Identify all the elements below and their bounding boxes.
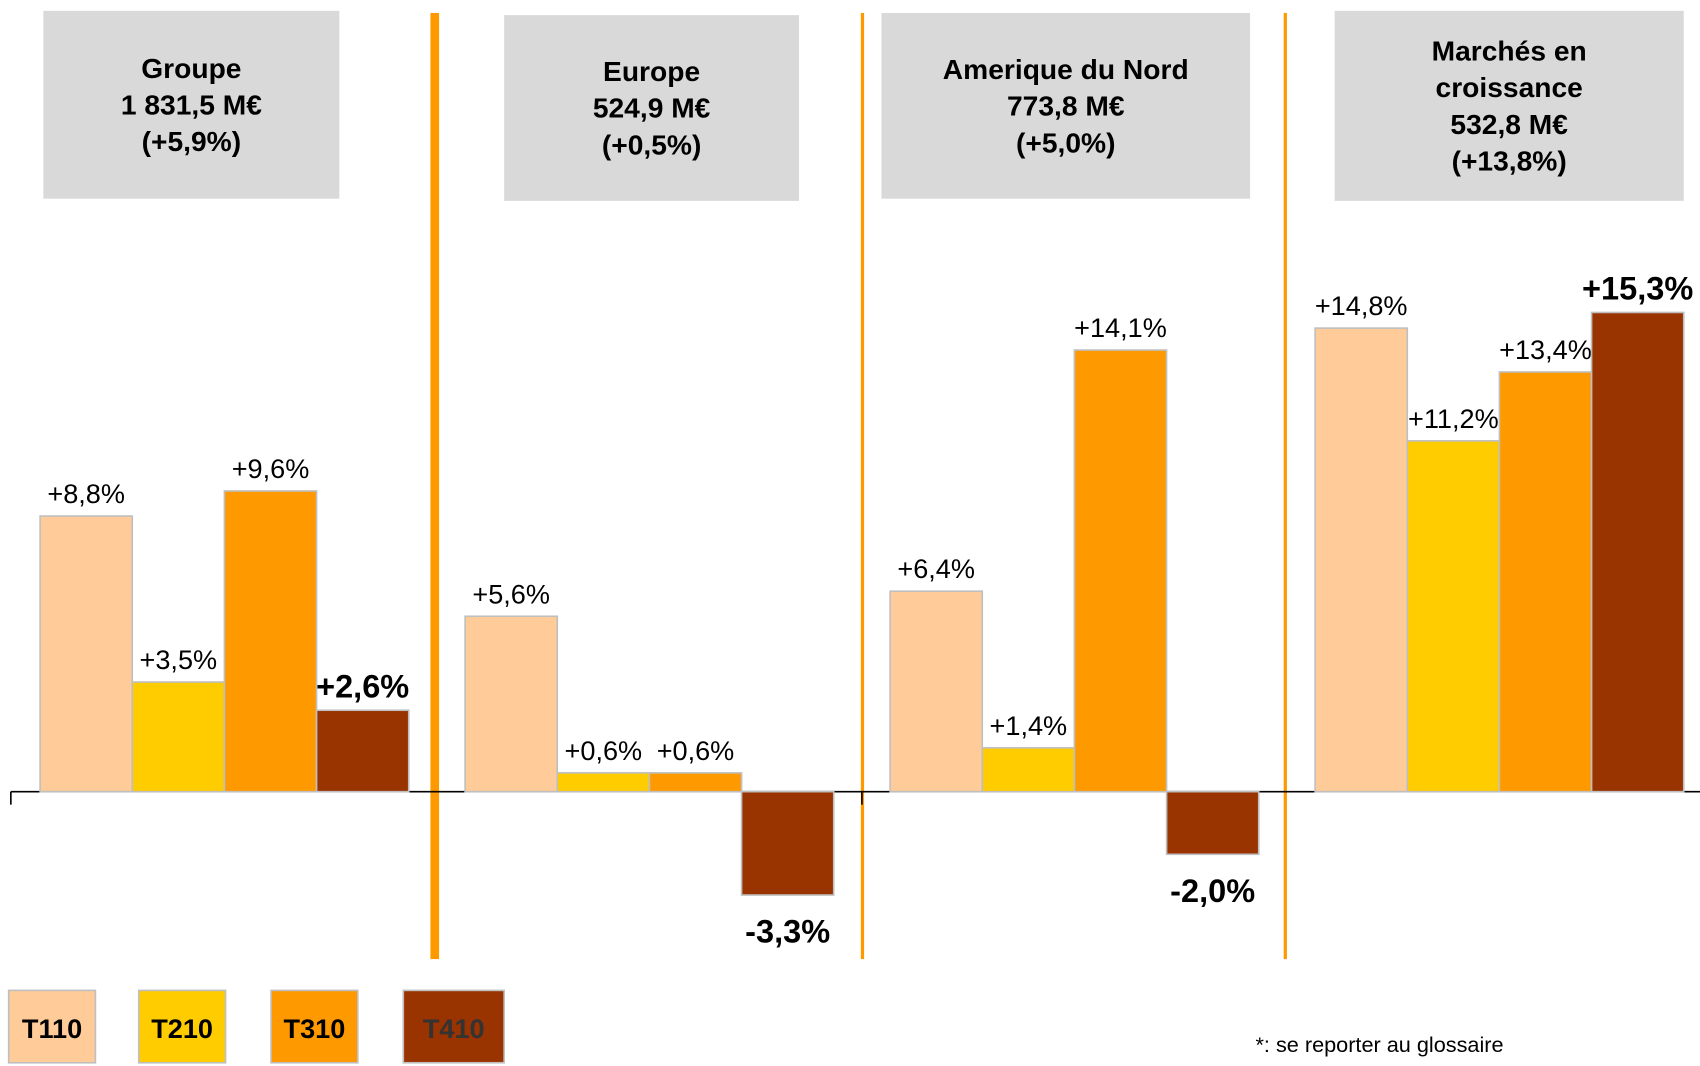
value-label: +9,6% bbox=[232, 454, 310, 484]
footnote: *: se reporter au glossaire bbox=[1255, 1032, 1503, 1057]
value-label: +13,4% bbox=[1499, 335, 1592, 365]
group-header-line: (+5,0%) bbox=[1015, 126, 1116, 159]
group-header-line: 524,9 M€ bbox=[592, 91, 711, 125]
bar bbox=[981, 747, 1076, 793]
separator bbox=[860, 12, 865, 960]
value-label: +11,2% bbox=[1408, 404, 1499, 434]
legend-swatch bbox=[7, 989, 97, 1064]
legend-label: T110 bbox=[22, 1014, 82, 1044]
value-label: -2,0% bbox=[1170, 873, 1255, 909]
group-header-line: 773,8 M€ bbox=[1006, 89, 1125, 123]
legend-label: T310 bbox=[284, 1014, 346, 1044]
value-label: +14,8% bbox=[1315, 291, 1408, 321]
group-header-box bbox=[881, 12, 1251, 199]
value-label: +15,3% bbox=[1582, 271, 1693, 307]
bar bbox=[740, 790, 835, 896]
bar bbox=[464, 615, 559, 793]
bar bbox=[1073, 349, 1168, 793]
group-header-line: 532,8 M€ bbox=[1450, 108, 1568, 141]
bar bbox=[889, 590, 984, 793]
bar bbox=[1590, 311, 1685, 793]
bar bbox=[223, 490, 318, 793]
group-header-text: Groupe 1 831,5 M€ (+5,9%) bbox=[43, 11, 339, 199]
legend-swatch bbox=[402, 989, 505, 1064]
bar bbox=[1406, 440, 1501, 793]
value-label: +2,6% bbox=[316, 668, 409, 704]
group-header-line: (+5,9%) bbox=[141, 125, 242, 158]
bar bbox=[1314, 327, 1409, 793]
group-header-text: Europe 524,9 M€ (+0,5%) bbox=[504, 15, 799, 201]
group-header-line: Amerique du Nord bbox=[942, 52, 1189, 86]
bar bbox=[131, 681, 226, 793]
legend-swatch bbox=[270, 989, 359, 1064]
group-header-line: Groupe bbox=[141, 51, 242, 85]
group-header: Marchés en croissance 532,8 M€(+13,8%) bbox=[1335, 11, 1684, 201]
value-label: +8,8% bbox=[47, 479, 125, 509]
value-label: +5,6% bbox=[472, 579, 550, 609]
separator bbox=[1283, 12, 1287, 960]
value-label: +14,1% bbox=[1074, 313, 1167, 343]
group-header-text: Amerique du Nord 773,8 M€ (+5,0%) bbox=[881, 13, 1250, 199]
bar bbox=[1165, 790, 1260, 856]
group-header-box bbox=[43, 10, 340, 199]
bar bbox=[1498, 371, 1593, 793]
separator bbox=[430, 12, 440, 960]
bar bbox=[315, 709, 410, 793]
group-header-line: 1 831,5 M€ bbox=[120, 88, 262, 121]
bar bbox=[648, 772, 743, 793]
value-label: +3,5% bbox=[140, 645, 218, 675]
legend-swatch bbox=[137, 989, 227, 1064]
value-label: +6,4% bbox=[897, 554, 975, 584]
group-header-line: (+0,5%) bbox=[601, 128, 702, 161]
legend-label: T410 bbox=[423, 1014, 485, 1044]
bar bbox=[556, 772, 651, 793]
bar bbox=[39, 515, 134, 793]
group-header-line: Marchés en croissance bbox=[1431, 34, 1587, 104]
value-label: +1,4% bbox=[990, 711, 1068, 741]
value-label: +0,6% bbox=[657, 736, 735, 766]
group-header-text: Marchés en croissance 532,8 M€ (+13,8%) bbox=[1335, 11, 1684, 201]
group-header-line: (+13,8%) bbox=[1451, 144, 1567, 178]
value-label: -3,3% bbox=[745, 914, 830, 950]
group-header-box bbox=[504, 15, 800, 201]
value-label: +0,6% bbox=[565, 736, 643, 766]
legend-label: T210 bbox=[151, 1014, 213, 1044]
group-header-line: Europe bbox=[603, 55, 701, 88]
group-header-box bbox=[1334, 10, 1684, 201]
